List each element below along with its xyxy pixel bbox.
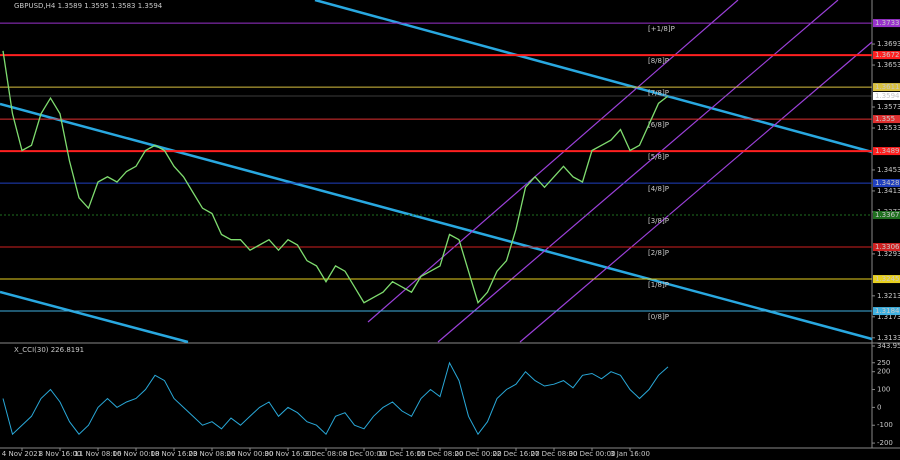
level-price-label: 1.3367: [875, 211, 900, 219]
level-name: [1/8]P: [648, 281, 669, 289]
x-tick-label: 8 Nov 16:00: [39, 450, 82, 458]
level-name: [8/8]P: [648, 57, 669, 65]
y-tick-label: 1.3293: [877, 250, 900, 258]
level-price-label: 1.3428: [875, 179, 900, 187]
x-tick-label: 8 Dec 00:00: [343, 450, 386, 458]
x-tick-label: 16 Nov 00:00: [112, 450, 159, 458]
level-name: [+1/8]P: [648, 25, 675, 33]
y-tick-label: 1.3573: [877, 103, 900, 111]
level-name: [4/8]P: [648, 185, 669, 193]
indicator-title: X_CCI(30) 226.8191: [14, 346, 84, 354]
level-price-box: [873, 179, 900, 188]
level-price-label: 1.355: [875, 115, 895, 123]
y-tick-label: 200: [877, 368, 890, 376]
level-price-box: [873, 307, 900, 316]
x-tick-label: 10 Dec 16:00: [378, 450, 425, 458]
y-tick-label: 1.3413: [877, 187, 900, 195]
y-tick-label: 250: [877, 359, 890, 367]
level-price-box: [873, 115, 900, 124]
level-price-box: [873, 243, 900, 252]
x-tick-label: 22 Dec 16:00: [492, 450, 539, 458]
last-price-box: [873, 91, 900, 100]
x-tick-label: 3 Jan 16:00: [610, 450, 650, 458]
level-price-box: [873, 83, 900, 92]
level-price-label: 1.3672: [875, 51, 900, 59]
x-tick-label: 26 Nov 00:00: [226, 450, 273, 458]
channel-line: [519, 41, 873, 343]
x-tick-label: 4 Nov 2021: [2, 450, 42, 458]
x-tick-label: 3 Dec 08:00: [305, 450, 348, 458]
y-tick-label: 1.3653: [877, 61, 900, 69]
y-tick-label: 1.3213: [877, 292, 900, 300]
chart-title: GBPUSD,H4 1.3589 1.3595 1.3583 1.3594: [14, 2, 163, 10]
trend-line: [314, 0, 873, 154]
last-price-label: 1.3594: [875, 92, 900, 100]
y-tick-label: 1.3133: [877, 334, 900, 342]
x-tick-label: 30 Dec 00:00: [568, 450, 615, 458]
x-tick-label: 30 Nov 16:00: [264, 450, 311, 458]
x-tick-label: 18 Nov 16:00: [150, 450, 197, 458]
level-price-box: [873, 51, 900, 60]
y-tick-label: -100: [877, 421, 893, 429]
y-tick-label: -200: [877, 439, 893, 447]
level-price-label: 1.3245: [875, 275, 900, 283]
trend-line: [0, 290, 189, 344]
x-tick-label: 11 Nov 08:00: [74, 450, 121, 458]
price-line: [2, 361, 669, 436]
level-name: [0/8]P: [648, 313, 669, 321]
level-price-box: [873, 19, 900, 28]
level-name: [5/8]P: [648, 153, 669, 161]
level-price-label: 1.3733: [875, 19, 900, 27]
trend-line: [0, 102, 873, 341]
level-price-label: 1.3611: [875, 83, 900, 91]
y-tick-label: 1.3453: [877, 166, 900, 174]
level-price-label: 1.3184: [875, 307, 900, 315]
y-tick-label: 1.3533: [877, 124, 900, 132]
y-tick-label: 1.3693: [877, 40, 900, 48]
x-tick-label: 23 Nov 08:00: [188, 450, 235, 458]
x-tick-label: 20 Dec 00:00: [454, 450, 501, 458]
level-price-label: 1.3489: [875, 147, 900, 155]
level-name: [6/8]P: [648, 121, 669, 129]
level-price-label: 1.3306: [875, 243, 900, 251]
level-price-box: [873, 275, 900, 284]
y-tick-label: 343.9586: [877, 342, 900, 350]
y-tick-label: 0: [877, 403, 881, 411]
channel-line: [437, 0, 839, 343]
channel-line: [367, 0, 739, 323]
y-tick-label: 100: [877, 386, 890, 394]
level-name: [2/8]P: [648, 249, 669, 257]
price-line: [2, 50, 669, 304]
x-tick-label: 27 Dec 08:00: [530, 450, 577, 458]
level-name: [7/8]P: [648, 89, 669, 97]
level-price-box: [873, 147, 900, 156]
level-price-box: [873, 211, 900, 220]
level-name: [3/8]P: [648, 217, 669, 225]
x-tick-label: 15 Dec 08:00: [416, 450, 463, 458]
y-tick-label: 1.3173: [877, 313, 900, 321]
